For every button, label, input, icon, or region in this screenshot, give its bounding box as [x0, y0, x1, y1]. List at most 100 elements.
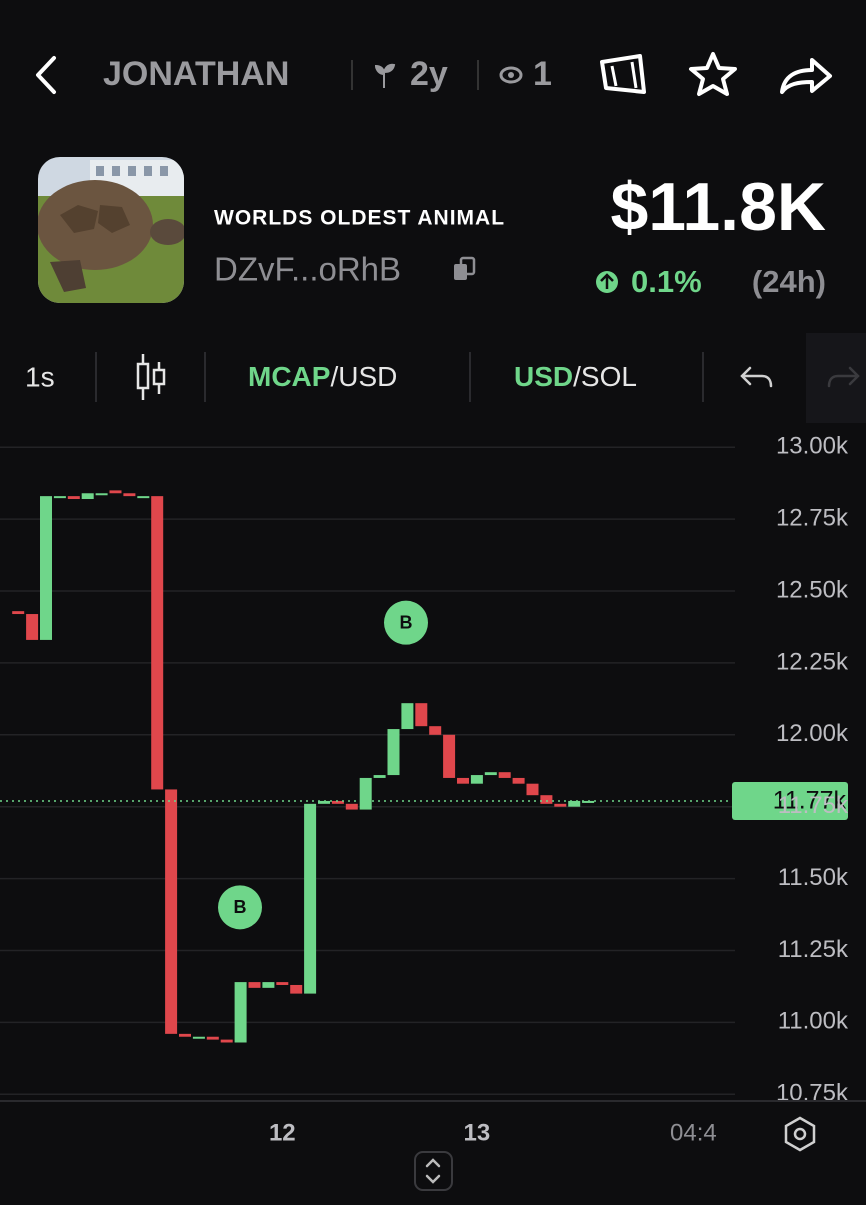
chart-settings-icon	[793, 1127, 807, 1141]
candle-body	[373, 775, 386, 778]
candle-body	[123, 493, 136, 497]
candle-body	[582, 800, 595, 803]
interval-button[interactable]: 1s	[25, 361, 55, 392]
candle-body	[151, 496, 164, 790]
candle-body	[40, 496, 52, 640]
candles	[12, 490, 595, 1043]
last-price-badge	[732, 781, 848, 820]
candle-body	[304, 803, 317, 994]
market-cap: $11.8K	[610, 169, 826, 245]
image-head	[150, 219, 184, 245]
x-tick-label: 12	[269, 1119, 296, 1146]
chart-settings-button[interactable]	[784, 1116, 816, 1152]
x-tick-label: 13	[464, 1119, 491, 1146]
candle-body	[234, 982, 247, 1043]
candle-body	[26, 614, 39, 640]
candle-body	[12, 611, 25, 615]
candle-body	[331, 800, 344, 804]
candle-body	[345, 803, 358, 810]
share-button[interactable]	[780, 58, 832, 94]
candle-body	[290, 984, 303, 994]
candle-body	[457, 777, 469, 784]
community-icon	[600, 54, 646, 94]
watchers-icon-pupil	[508, 72, 514, 78]
candle-icon-body	[152, 368, 166, 386]
y-tick-label: 11.25k	[778, 936, 849, 963]
candle-body	[470, 775, 483, 784]
candle-body	[526, 783, 539, 796]
copy-icon-back	[459, 256, 476, 276]
candle-body	[387, 729, 400, 776]
candle-body	[248, 982, 261, 988]
y-tick-label: 11.75k	[778, 792, 849, 819]
candle-body	[429, 726, 442, 735]
image-shell	[38, 180, 153, 270]
watchers-count: 1	[533, 55, 552, 93]
y-tick-label: 12.50k	[776, 576, 849, 603]
candle-body	[498, 772, 511, 778]
currency-toggle[interactable]: USD/SOL	[514, 361, 637, 392]
copy-button[interactable]	[454, 256, 476, 280]
image-shell-pattern	[60, 205, 130, 233]
candle-body	[359, 777, 372, 810]
candle-body	[512, 777, 525, 784]
redo-button[interactable]	[827, 366, 860, 388]
candle-body	[220, 1039, 233, 1043]
candle-body	[165, 789, 178, 1034]
candle-body	[179, 1033, 191, 1037]
y-tick-label: 10.75k	[776, 1080, 849, 1107]
buy-marker-label: B	[400, 612, 413, 632]
token-age: 2y	[410, 55, 448, 93]
token-ticker: JONATHAN	[103, 55, 289, 93]
candle-body	[443, 734, 456, 778]
candle-body	[415, 703, 428, 727]
y-tick-label: 12.00k	[776, 720, 849, 747]
token-name: WORLDS OLDEST ANIMAL	[214, 207, 505, 230]
candle-body	[53, 496, 66, 499]
buy-marker	[384, 600, 428, 645]
overlay: 11.77k B B	[0, 600, 848, 930]
community-button[interactable]	[600, 54, 646, 94]
price-change: 0.1%	[631, 264, 702, 299]
candle-body	[401, 703, 414, 730]
y-axis: 13.00k 12.75k 12.50k 12.25k 12.00k 11.75k 11.5…	[776, 433, 849, 1107]
candle-body	[568, 800, 581, 807]
change-period: (24h)	[752, 264, 826, 299]
candle-body	[137, 496, 150, 499]
buy-marker-label: B	[234, 897, 247, 917]
watchers-icon	[499, 66, 523, 84]
favorite-button[interactable]	[689, 52, 737, 96]
y-tick-label: 12.75k	[776, 504, 849, 531]
y-tick-label: 11.00k	[778, 1008, 849, 1035]
candle-body	[206, 1036, 219, 1040]
buy-marker	[218, 885, 262, 930]
candle-body	[276, 982, 289, 985]
chart-type-button[interactable]	[136, 354, 166, 400]
image-leg	[50, 260, 86, 292]
community-icon-detail	[610, 61, 638, 89]
expand-button-frame	[414, 1151, 453, 1191]
expand-chart-button[interactable]	[414, 1151, 453, 1191]
candle-body	[109, 490, 122, 494]
candle-body	[192, 1036, 205, 1039]
back-button[interactable]	[36, 56, 56, 94]
metric-toggle[interactable]: MCAP/USD	[248, 361, 397, 392]
candle-icon-body	[136, 362, 150, 390]
currency-inactive: /SOL	[573, 361, 637, 392]
candle-body	[81, 493, 94, 500]
token-image	[38, 157, 184, 303]
y-tick-label: 11.50k	[778, 864, 849, 891]
undo-button[interactable]	[740, 366, 773, 388]
metric-active: MCAP	[248, 361, 330, 392]
y-tick-label: 13.00k	[776, 433, 849, 460]
age-icon	[374, 63, 396, 88]
last-price-label: 11.77k	[773, 787, 847, 815]
candle-body	[67, 496, 80, 500]
grid	[0, 446, 735, 1095]
metric-inactive: /USD	[330, 361, 397, 392]
candle-body	[540, 795, 553, 804]
candle-body	[318, 800, 330, 804]
